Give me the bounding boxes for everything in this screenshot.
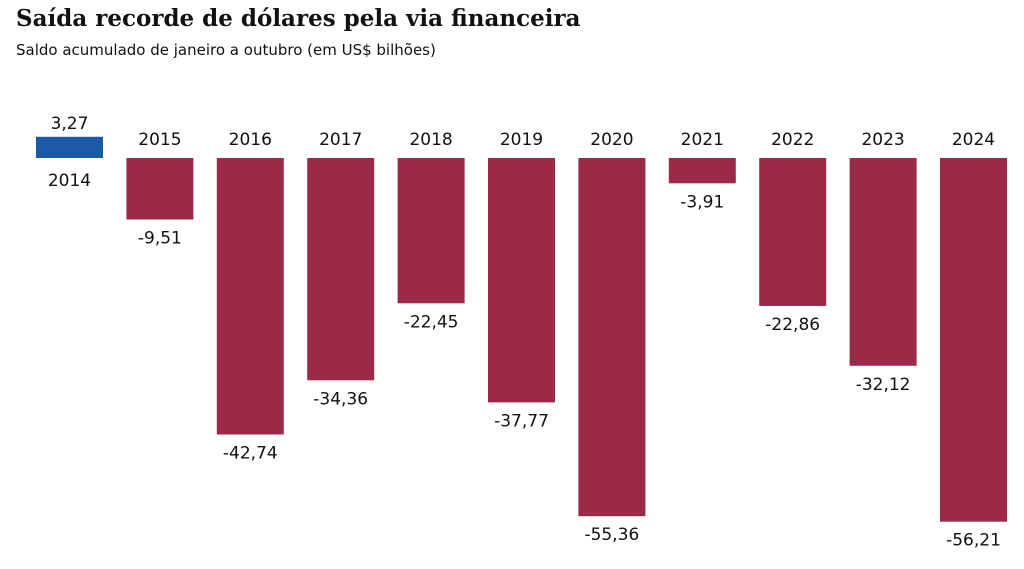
bar-2022 — [759, 158, 827, 306]
value-label-2015: -9,51 — [138, 229, 182, 249]
chart-title: Saída recorde de dólares pela via financ… — [16, 5, 581, 32]
value-label-2019: -37,77 — [494, 411, 549, 431]
bar-2019 — [488, 158, 555, 403]
bar-2016 — [216, 158, 284, 435]
year-label-2021: 2021 — [681, 130, 724, 150]
bar-2023 — [849, 158, 917, 366]
chart-subtitle: Saldo acumulado de janeiro a outubro (em… — [16, 41, 436, 59]
year-label-2024: 2024 — [952, 130, 995, 150]
year-label-2019: 2019 — [500, 130, 543, 150]
bar-2014 — [36, 136, 103, 158]
year-label-2018: 2018 — [409, 130, 452, 150]
year-label-2020: 2020 — [590, 130, 633, 150]
value-label-2024: -56,21 — [946, 531, 1001, 551]
bar-2017 — [307, 158, 375, 381]
value-label-2020: -55,36 — [584, 525, 639, 545]
value-label-2017: -34,36 — [313, 389, 368, 409]
value-label-2018: -22,45 — [404, 312, 459, 332]
value-label-2021: -3,91 — [680, 192, 724, 212]
year-label-2022: 2022 — [771, 130, 814, 150]
bar-2018 — [397, 158, 465, 304]
value-label-2014: 3,27 — [51, 114, 89, 134]
bar-2020 — [578, 158, 646, 517]
value-label-2016: -42,74 — [223, 444, 278, 464]
year-label-2015: 2015 — [138, 130, 181, 150]
year-label-2014: 2014 — [48, 171, 91, 191]
year-label-2023: 2023 — [861, 130, 904, 150]
value-label-2022: -22,86 — [765, 315, 820, 335]
value-label-2023: -32,12 — [856, 375, 911, 395]
year-label-2017: 2017 — [319, 130, 362, 150]
bar-2021 — [668, 158, 736, 184]
year-label-2016: 2016 — [229, 130, 272, 150]
bar-2015 — [126, 158, 194, 220]
bar-2024 — [940, 158, 1007, 522]
